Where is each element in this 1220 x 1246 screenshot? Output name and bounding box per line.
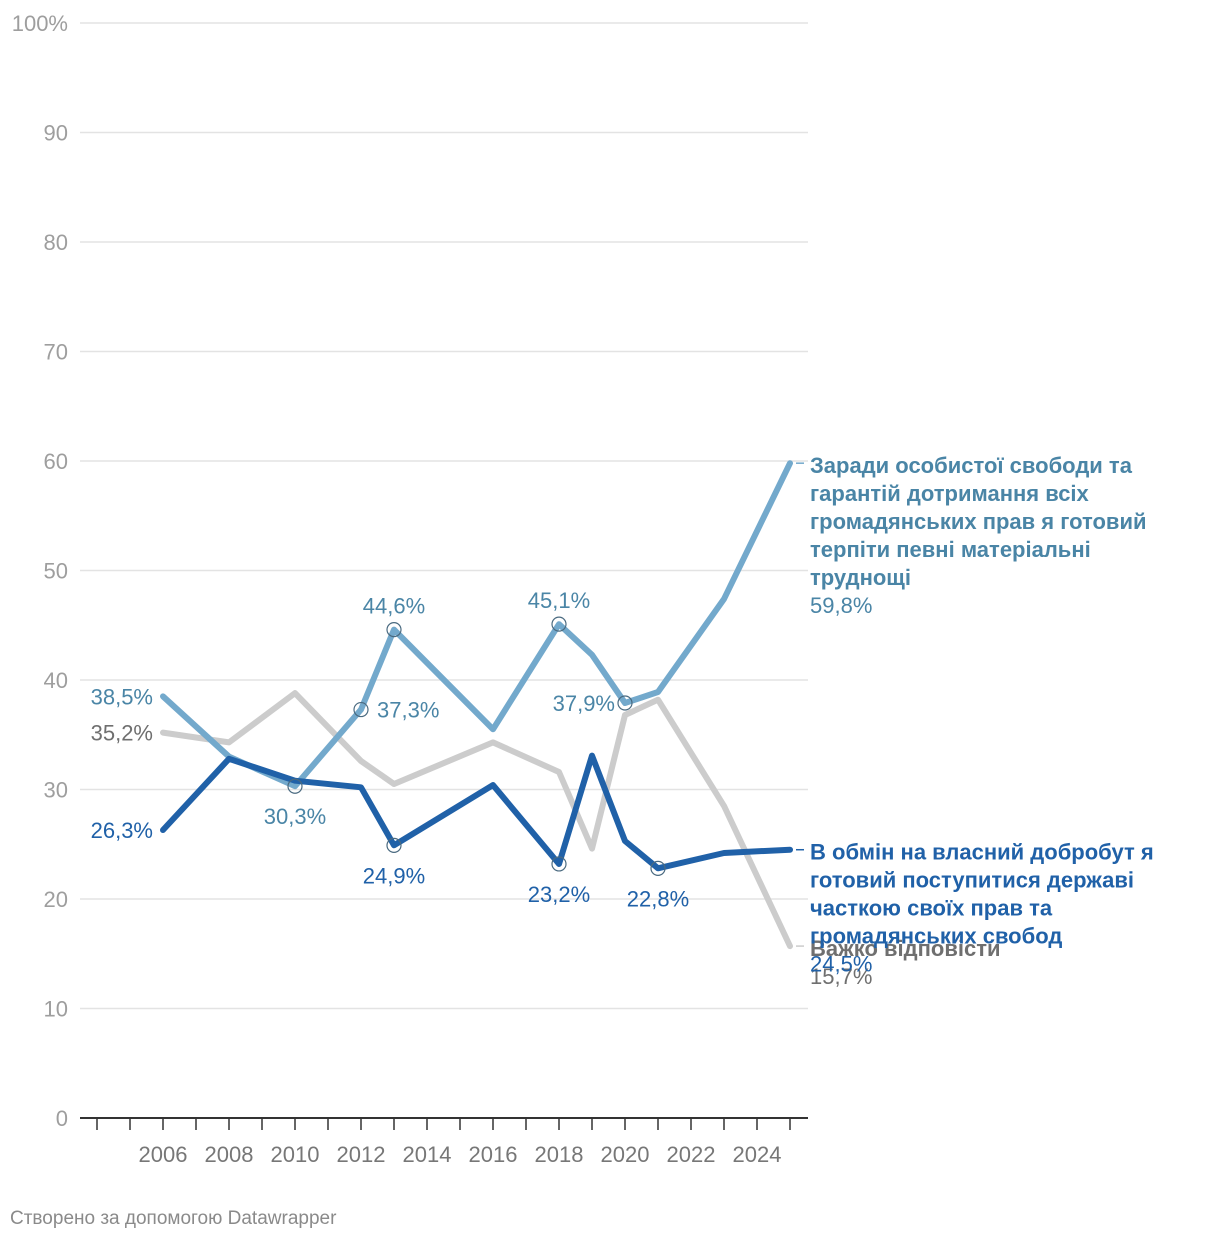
end-label-name: громадянських свобод (810, 924, 1062, 949)
point-marker (551, 616, 567, 632)
y-tick-label: 20 (44, 887, 68, 912)
point-marker (386, 622, 402, 638)
y-axis-labels: 0 10 20 30 40 50 60 70 80 90 100% (12, 11, 68, 1131)
y-tick-label: 0 (56, 1106, 68, 1131)
data-label: 30,3% (264, 804, 326, 829)
y-tick-label: 60 (44, 449, 68, 474)
point-marker (551, 856, 567, 872)
end-label-name: В обмін на власний добробут я (810, 840, 1154, 865)
end-label-value: 24,5% (810, 952, 872, 977)
y-tick-label: 30 (44, 778, 68, 803)
end-label-name: Важко відповісти (810, 936, 1001, 961)
y-tick-label: 80 (44, 230, 68, 255)
end-label-name: громадянських прав я готовий (810, 509, 1147, 534)
data-label: 37,9% (553, 691, 615, 716)
y-tick-label: 50 (44, 559, 68, 584)
end-label-value: 15,7% (810, 964, 872, 989)
y-tick-label: 100% (12, 11, 68, 36)
series-lines (160, 460, 793, 950)
end-labels: Важко відповісти 15,7% Заради особистої св… (796, 453, 1154, 989)
x-tick-label: 2022 (667, 1142, 716, 1167)
point-marker (650, 860, 666, 876)
x-tick-label: 2012 (337, 1142, 386, 1167)
data-label: 26,3% (91, 818, 153, 843)
end-label-name: Заради особистої свободи та (810, 453, 1133, 478)
x-tick-label: 2006 (139, 1142, 188, 1167)
x-tick-label: 2008 (205, 1142, 254, 1167)
x-axis: 2006 2008 2010 2012 2014 2016 2018 2020 2022 2024 (80, 1117, 808, 1167)
x-tick-label: 2016 (469, 1142, 518, 1167)
x-tick-label: 2014 (403, 1142, 452, 1167)
y-tick-label: 90 (44, 121, 68, 146)
x-tick-label: 2010 (271, 1142, 320, 1167)
end-label-value: 59,8% (810, 593, 872, 618)
point-markers (287, 616, 666, 876)
data-label: 23,2% (528, 882, 590, 907)
series-line (160, 752, 793, 872)
y-tick-label: 40 (44, 668, 68, 693)
y-tick-label: 70 (44, 340, 68, 365)
footer-credit: Створено за допомогою Datawrapper (10, 1208, 337, 1229)
point-marker (386, 837, 402, 853)
data-label: 38,5% (91, 684, 153, 709)
data-label: 37,3% (377, 698, 439, 723)
end-label-name: терпіти певні матеріальні (810, 537, 1091, 562)
y-tick-label: 10 (44, 997, 68, 1022)
x-tick-label: 2018 (535, 1142, 584, 1167)
point-marker (617, 695, 633, 711)
data-label: 24,9% (363, 863, 425, 888)
data-label: 44,6% (363, 594, 425, 619)
end-label-name: готовий поступитися державі (810, 868, 1134, 893)
data-label: 45,1% (528, 588, 590, 613)
x-tick-label: 2024 (733, 1142, 782, 1167)
end-label-name: гарантій дотримання всіх (810, 481, 1090, 506)
x-tick-label: 2020 (601, 1142, 650, 1167)
data-label: 22,8% (627, 886, 689, 911)
series-line (160, 690, 793, 950)
point-marker (287, 778, 303, 794)
point-marker (353, 701, 369, 718)
series-line (160, 460, 793, 790)
end-label-name: труднощі (810, 565, 911, 590)
data-label: 35,2% (91, 721, 153, 746)
end-label-name: часткою своїх прав та (810, 896, 1053, 921)
data-labels: 35,2% 38,5% 30,3% 37,3% 44,6% 45,1% 37,9% 26,3%… (91, 588, 690, 911)
